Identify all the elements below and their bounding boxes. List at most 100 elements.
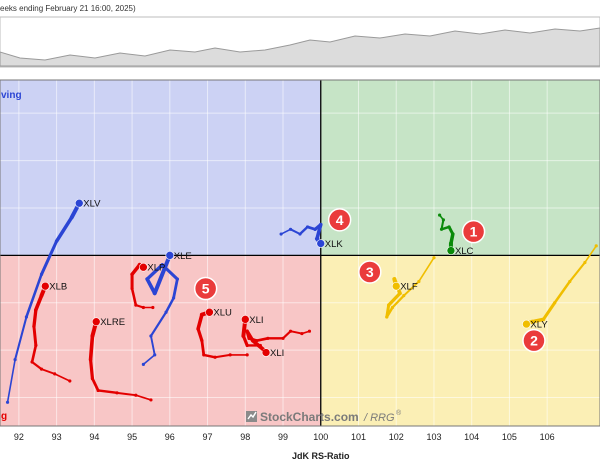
series-point-xle: [164, 310, 168, 314]
series-tail-segment-xly: [553, 280, 572, 305]
series-point-xlk: [315, 237, 319, 241]
series-point-xly: [553, 301, 557, 305]
series-point-xle: [145, 277, 149, 281]
series-tail-segment-xlu: [196, 312, 204, 331]
series-point-xli: [307, 329, 312, 333]
series-point-xlre: [88, 358, 93, 362]
series-point-xlp: [134, 303, 138, 307]
series-point-xlf: [417, 279, 421, 284]
series-tail-segment-xlb: [53, 373, 71, 382]
series-tail-segment-xlb: [32, 308, 38, 329]
series-tail-segment-xlu: [196, 327, 204, 343]
series-label-xli: XLI: [249, 315, 263, 326]
series-point-xle: [153, 353, 157, 357]
series-tail-segment-xlf: [387, 291, 402, 307]
series-label-xlf: XLF: [400, 282, 418, 293]
series-xlk: XLK: [279, 222, 343, 250]
quadrant-label-lagging: g: [1, 411, 7, 422]
series-head-xlk: [316, 239, 326, 248]
series-head-xle: [165, 251, 175, 260]
series-xlc: XLC: [438, 213, 474, 257]
series-point-xli: [262, 350, 266, 355]
series-point-xli: [288, 329, 293, 333]
watermark-registered: ®: [396, 409, 402, 417]
series-point-xlu: [200, 339, 204, 343]
series-point-xli: [247, 336, 251, 340]
x-tick-label: 102: [389, 432, 404, 442]
series-point-xlf: [402, 294, 406, 298]
series-point-xlre: [96, 388, 100, 393]
series-tail-segment-xle: [149, 334, 156, 356]
series-point-xlp: [141, 305, 145, 310]
series-tail-segment-xlb: [40, 368, 56, 375]
series-point-xlf: [385, 315, 389, 319]
series-tail-segment-xlre: [135, 394, 152, 401]
series-point-xli: [241, 334, 245, 338]
series-label-xlc: XLC: [455, 246, 474, 257]
annotation-marker-5: 5: [193, 276, 218, 301]
series-point-xlu: [213, 355, 217, 359]
x-tick-label: 101: [351, 432, 366, 442]
series-xli: XLI: [240, 315, 266, 355]
series-tail-segment-xli: [281, 330, 292, 340]
series-label-xly: XLY: [530, 320, 548, 331]
series-point-xlc: [451, 232, 455, 236]
annotation-marker-3: 3: [358, 260, 382, 284]
series-tail-segment-xli: [289, 330, 303, 335]
x-tick-label: 104: [464, 432, 479, 442]
series-tail-segment-xlf: [385, 303, 391, 319]
x-tick-label: 95: [127, 432, 137, 442]
series-head-xli: [240, 315, 250, 324]
series-tail-segment-xle: [152, 253, 172, 296]
series-point-xlc: [438, 213, 442, 217]
x-tick-label: 105: [502, 432, 517, 442]
series-tail-segment-xlu: [214, 353, 232, 359]
series-point-xli: [266, 336, 270, 340]
series-point-xlk: [305, 225, 310, 229]
annotation-number: 2: [530, 333, 538, 349]
quadrant-improving: [0, 80, 321, 256]
series-tail-segment-xle: [172, 277, 179, 300]
annotation-number: 1: [470, 224, 478, 240]
series-point-xli: [281, 336, 285, 340]
annotation-number: 3: [366, 264, 374, 280]
series-head-xly: [522, 319, 531, 329]
x-tick-label: 93: [52, 432, 62, 442]
series-label-xli: XLI: [270, 348, 284, 359]
series-point-xli: [251, 339, 255, 343]
x-axis-label: JdK RS-Ratio: [292, 451, 350, 461]
series-point-xlk: [319, 222, 323, 227]
watermark-brand: StockCharts.com: [260, 410, 359, 424]
x-tick-label: 100: [313, 432, 328, 442]
series-point-xly: [583, 260, 587, 265]
series-tail-segment-xlv: [14, 315, 28, 361]
series-xlu: XLU: [196, 308, 249, 359]
annotation-circle: [327, 208, 352, 232]
series-tail-segment-xly: [541, 301, 557, 321]
series-tail-segment-xlv: [39, 239, 59, 276]
series-point-xlb: [34, 343, 38, 348]
series-point-xlf: [398, 291, 402, 295]
series-point-xlk: [288, 227, 293, 231]
series-point-xlv: [39, 272, 44, 276]
x-tick-label: 98: [240, 432, 250, 442]
series-point-xle: [141, 362, 145, 366]
series-label-xlp: XLP: [147, 263, 165, 274]
series-point-xlb: [30, 360, 34, 364]
series-point-xli: [245, 343, 249, 348]
watermark-suffix: / RRG: [363, 412, 395, 424]
annotation-number: 5: [202, 281, 210, 297]
series-point-xlb: [39, 367, 44, 371]
series-point-xlre: [149, 398, 153, 402]
series-point-xli: [258, 343, 262, 348]
series-point-xlb: [34, 308, 38, 312]
series-point-xli: [245, 329, 249, 333]
annotation-number: 4: [336, 212, 344, 228]
series-tail-segment-xle: [149, 311, 168, 338]
series-head-xlb: [40, 281, 50, 291]
x-tick-label: 96: [165, 432, 175, 442]
series-point-xly: [530, 320, 534, 324]
series-point-xlv: [70, 215, 74, 220]
series-tail-segment-xlv: [6, 358, 16, 404]
